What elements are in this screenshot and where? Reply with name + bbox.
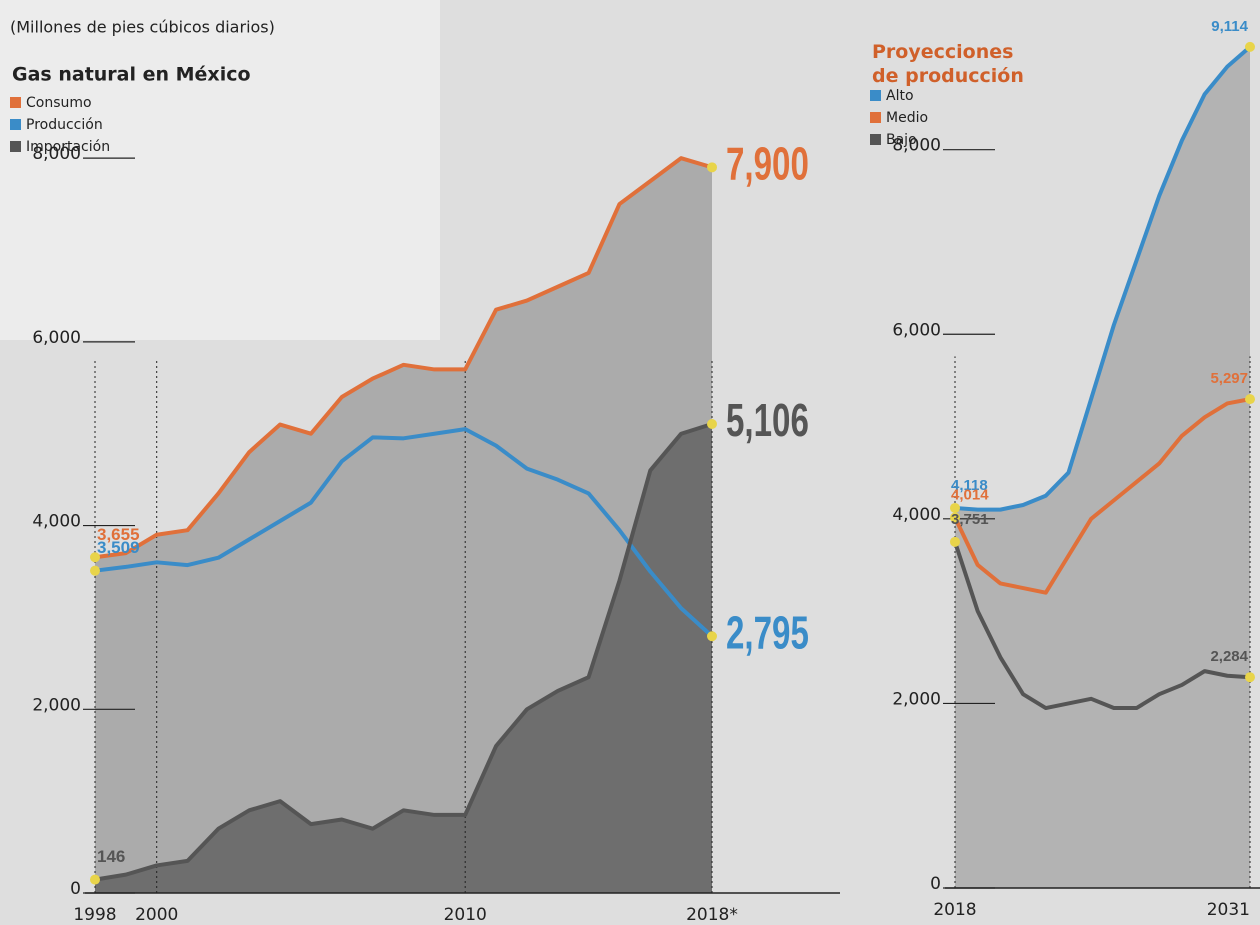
point bbox=[90, 552, 100, 563]
legend-label: Consumo bbox=[26, 95, 92, 111]
x-tick-label: 2031 bbox=[1207, 900, 1250, 920]
value-label: 4,118 bbox=[951, 477, 988, 494]
point bbox=[707, 418, 717, 429]
y-tick-label: 8,000 bbox=[32, 144, 81, 164]
x-tick-label: 2018 bbox=[933, 900, 976, 920]
legend-swatch bbox=[10, 141, 21, 152]
legend-swatch bbox=[10, 97, 21, 108]
y-tick-label: 2,000 bbox=[32, 695, 81, 715]
value-label: 5,106 bbox=[726, 396, 809, 446]
series-line bbox=[953, 397, 1251, 595]
series-line bbox=[94, 422, 713, 882]
legend-title: Proyecciones de producción bbox=[872, 41, 1024, 87]
legend: Gas natural en México Consumo Producción Im… bbox=[10, 64, 251, 155]
y-tick-label: 0 bbox=[930, 874, 941, 894]
legend-label: Bajo bbox=[886, 132, 917, 148]
value-label: 4,014 bbox=[951, 487, 989, 504]
legend-label: Producción bbox=[26, 117, 103, 133]
legend-label: Alto bbox=[886, 88, 914, 104]
value-label: 3,751 bbox=[951, 511, 989, 528]
series-line bbox=[94, 156, 713, 560]
value-label: 3,655 bbox=[97, 525, 140, 544]
area bbox=[95, 423, 712, 893]
y-tick-label: 6,000 bbox=[892, 320, 941, 340]
x-tick-label: 2000 bbox=[135, 905, 178, 925]
y-tick-label: 4,000 bbox=[32, 512, 81, 532]
x-tick-label: 2010 bbox=[444, 905, 487, 925]
value-label: 9,114 bbox=[1211, 18, 1248, 35]
y-tick-label: 6,000 bbox=[32, 328, 81, 348]
series-line bbox=[953, 541, 1251, 711]
series-line bbox=[954, 45, 1252, 512]
backdrop bbox=[0, 0, 440, 340]
y-tick-label: 4,000 bbox=[892, 505, 941, 525]
point bbox=[90, 565, 100, 576]
point bbox=[707, 631, 717, 642]
point bbox=[1245, 41, 1255, 52]
value-label: 5,297 bbox=[1210, 370, 1248, 387]
legend-label: Importación bbox=[26, 139, 110, 155]
value-label: 2,284 bbox=[1210, 648, 1248, 665]
value-label: 7,900 bbox=[726, 139, 809, 189]
legend-swatch bbox=[10, 119, 21, 130]
legend-title: Gas natural en México bbox=[12, 64, 251, 86]
point bbox=[950, 512, 960, 523]
y-tick-label: 8,000 bbox=[892, 136, 941, 156]
series-line bbox=[94, 427, 714, 638]
legend-title-line: Proyecciones bbox=[872, 41, 1013, 63]
point bbox=[1245, 394, 1255, 405]
value-label: 146 bbox=[97, 847, 125, 866]
legend-swatch bbox=[870, 112, 881, 123]
legend-swatch bbox=[870, 134, 881, 145]
x-tick-label: 1998 bbox=[73, 905, 116, 925]
point bbox=[1245, 672, 1255, 683]
point bbox=[90, 874, 100, 885]
value-label: 3,509 bbox=[97, 538, 140, 557]
legend-swatch bbox=[870, 90, 881, 101]
y-tick-label: 2,000 bbox=[892, 689, 941, 709]
subtitle: (Millones de pies cúbicos diarios) bbox=[10, 18, 275, 37]
value-label: 2,795 bbox=[726, 608, 809, 658]
point bbox=[950, 536, 960, 547]
y-tick-label: 0 bbox=[70, 879, 81, 899]
point bbox=[707, 162, 717, 173]
area bbox=[955, 46, 1250, 888]
legend-label: Medio bbox=[886, 110, 928, 126]
point bbox=[950, 502, 960, 513]
x-tick-label: 2018* bbox=[686, 905, 738, 925]
legend-title-line: de producción bbox=[872, 65, 1024, 87]
